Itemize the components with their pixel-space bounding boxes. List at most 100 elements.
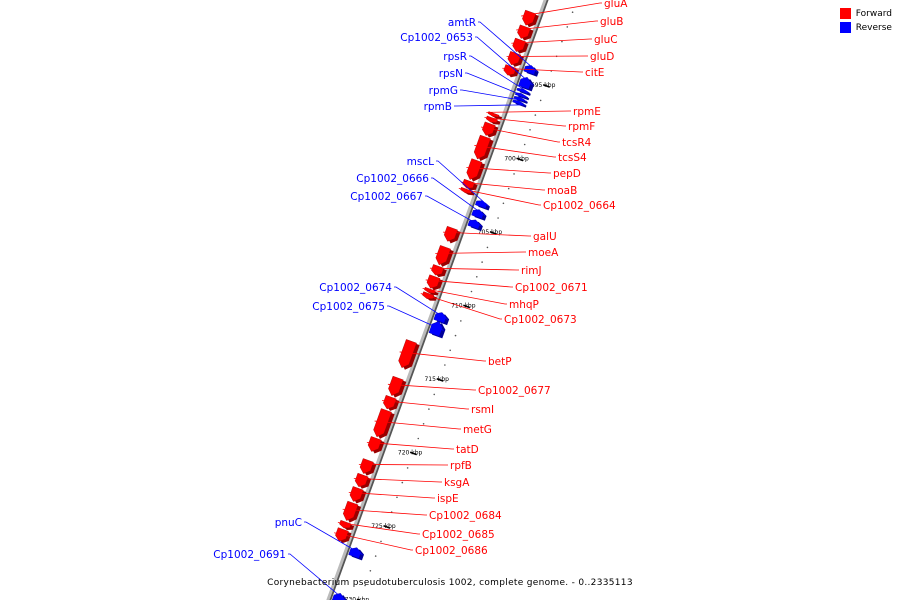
leader-moeA bbox=[435, 251, 526, 254]
gene-label-ksgA[interactable]: ksgA bbox=[444, 477, 470, 489]
gene-label-pnuC[interactable]: pnuC bbox=[275, 517, 302, 529]
tick-label: 725 kbp bbox=[371, 523, 396, 530]
gene-Cp1002_0671[interactable] bbox=[426, 274, 441, 289]
leader-rpmE bbox=[486, 110, 571, 113]
gene-label-amtR[interactable]: amtR bbox=[448, 17, 476, 29]
gene-label-mhqP[interactable]: mhqP bbox=[509, 299, 539, 311]
gene-label-Cp1002_0673[interactable]: Cp1002_0673 bbox=[504, 314, 577, 326]
gene-Cp1002_0685[interactable] bbox=[339, 519, 352, 529]
leader-rpmG bbox=[460, 89, 527, 102]
leader-gluC bbox=[511, 38, 592, 44]
tick-mark bbox=[383, 524, 391, 529]
gene-label-betP[interactable]: betP bbox=[488, 356, 512, 368]
gene-label-Cp1002_0686[interactable]: Cp1002_0686 bbox=[415, 545, 488, 557]
gene-gluB[interactable] bbox=[517, 24, 531, 39]
gene-label-rpmG[interactable]: rpmG bbox=[429, 85, 458, 97]
gene-label-Cp1002_0664[interactable]: Cp1002_0664 bbox=[543, 200, 616, 212]
gene-tatD[interactable] bbox=[367, 436, 382, 452]
gene-gluC[interactable] bbox=[512, 37, 526, 52]
gene-label-gluA[interactable]: gluA bbox=[604, 0, 628, 10]
gene-label-Cp1002_0653[interactable]: Cp1002_0653 bbox=[400, 32, 473, 44]
scale-dot bbox=[422, 423, 425, 425]
gene-label-gluB[interactable]: gluB bbox=[600, 16, 623, 28]
gene-label-rpmB[interactable]: rpmB bbox=[424, 101, 452, 113]
leader-Cp1002_0664 bbox=[458, 188, 541, 206]
gene-label-tatD[interactable]: tatD bbox=[456, 444, 479, 456]
leader-ispE bbox=[348, 491, 435, 499]
gene-pepD[interactable] bbox=[466, 158, 483, 180]
gene-galU[interactable] bbox=[443, 225, 458, 242]
gene-Cp1002_0666[interactable] bbox=[471, 209, 484, 220]
tick-label: 715 kbp bbox=[424, 376, 449, 383]
tick-label: 705 kbp bbox=[478, 229, 503, 236]
gene-citE[interactable] bbox=[503, 64, 517, 76]
leader-tcsS4 bbox=[474, 145, 556, 158]
leader-Cp1002_0673 bbox=[420, 293, 502, 320]
forward-swatch bbox=[839, 8, 851, 19]
leader-Cp1002_0691 bbox=[288, 553, 346, 600]
scale-dot bbox=[396, 496, 398, 499]
gene-tcsS4[interactable] bbox=[473, 134, 491, 160]
gene-Cp1002_0677[interactable] bbox=[388, 375, 404, 396]
gene-label-Cp1002_0666[interactable]: Cp1002_0666 bbox=[356, 173, 429, 185]
gene-label-rsmI[interactable]: rsmI bbox=[471, 404, 494, 416]
gene-label-pepD[interactable]: pepD bbox=[553, 168, 581, 180]
reverse-swatch bbox=[839, 22, 851, 33]
gene-rimJ[interactable] bbox=[431, 264, 445, 276]
leader-betP bbox=[399, 351, 486, 362]
gene-label-rimJ[interactable]: rimJ bbox=[521, 265, 542, 277]
gene-label-metG[interactable]: metG bbox=[463, 424, 492, 436]
gene-Cp1002_0684[interactable] bbox=[343, 500, 359, 521]
gene-moeA[interactable] bbox=[435, 245, 451, 266]
gene-rpfB[interactable] bbox=[359, 458, 374, 474]
gene-label-rpmE[interactable]: rpmE bbox=[573, 106, 601, 118]
gene-label-moeA[interactable]: moeA bbox=[528, 247, 559, 259]
gene-Cp1002_0674[interactable] bbox=[433, 312, 447, 324]
gene-label-rpsR[interactable]: rpsR bbox=[443, 51, 467, 63]
gene-label-Cp1002_0674[interactable]: Cp1002_0674 bbox=[319, 282, 392, 294]
gene-Cp1002_0667[interactable] bbox=[467, 219, 481, 230]
gene-label-rpsN[interactable]: rpsN bbox=[439, 68, 463, 80]
gene-label-rpfB[interactable]: rpfB bbox=[450, 460, 472, 472]
gene-label-gluC[interactable]: gluC bbox=[594, 34, 618, 46]
scale-dot bbox=[523, 143, 526, 146]
gene-label-moaB[interactable]: moaB bbox=[547, 185, 577, 197]
tick-label: 710 kbp bbox=[451, 303, 476, 310]
leader-galU bbox=[442, 231, 531, 237]
scale-dot bbox=[481, 261, 483, 263]
gene-metG[interactable] bbox=[373, 408, 392, 438]
legend-reverse: Reverse bbox=[839, 22, 892, 33]
genome-backbone bbox=[326, 0, 549, 600]
scale-dot bbox=[497, 217, 499, 219]
gene-label-Cp1002_0684[interactable]: Cp1002_0684 bbox=[429, 510, 502, 522]
gene-betP[interactable] bbox=[398, 339, 417, 369]
leader-tatD bbox=[366, 441, 454, 450]
tick-label: 720 kbp bbox=[398, 450, 423, 457]
leader-mscL bbox=[436, 160, 489, 207]
gene-label-Cp1002_0685[interactable]: Cp1002_0685 bbox=[422, 529, 495, 541]
gene-pnuC[interactable] bbox=[348, 547, 362, 559]
gene-label-tcsS4[interactable]: tcsS4 bbox=[558, 152, 587, 164]
gene-mhqP[interactable] bbox=[424, 286, 436, 294]
gene-ksgA[interactable] bbox=[354, 472, 369, 488]
gene-label-Cp1002_0671[interactable]: Cp1002_0671 bbox=[515, 282, 588, 294]
gene-ispE[interactable] bbox=[349, 486, 364, 502]
gene-label-galU[interactable]: galU bbox=[533, 231, 557, 243]
leader-rpmF bbox=[484, 117, 566, 127]
gene-label-Cp1002_0667[interactable]: Cp1002_0667 bbox=[350, 191, 423, 203]
gene-label-mscL[interactable]: mscL bbox=[407, 156, 434, 168]
gene-label-ispE[interactable]: ispE bbox=[437, 493, 459, 505]
gene-label-Cp1002_0691[interactable]: Cp1002_0691 bbox=[213, 549, 286, 561]
gene-rsmI[interactable] bbox=[383, 395, 397, 410]
gene-label-Cp1002_0677[interactable]: Cp1002_0677 bbox=[478, 385, 551, 397]
tick-mark bbox=[542, 83, 551, 88]
gene-label-rpmF[interactable]: rpmF bbox=[568, 121, 595, 133]
gene-label-Cp1002_0675[interactable]: Cp1002_0675 bbox=[312, 301, 385, 313]
gene-label-gluD[interactable]: gluD bbox=[590, 51, 614, 63]
gene-Cp1002_0691[interactable] bbox=[331, 593, 345, 600]
leader-rpsR bbox=[469, 55, 530, 94]
gene-Cp1002_0653[interactable] bbox=[518, 77, 532, 90]
gene-label-citE[interactable]: citE bbox=[585, 67, 604, 79]
gene-label-tcsR4[interactable]: tcsR4 bbox=[562, 137, 592, 149]
